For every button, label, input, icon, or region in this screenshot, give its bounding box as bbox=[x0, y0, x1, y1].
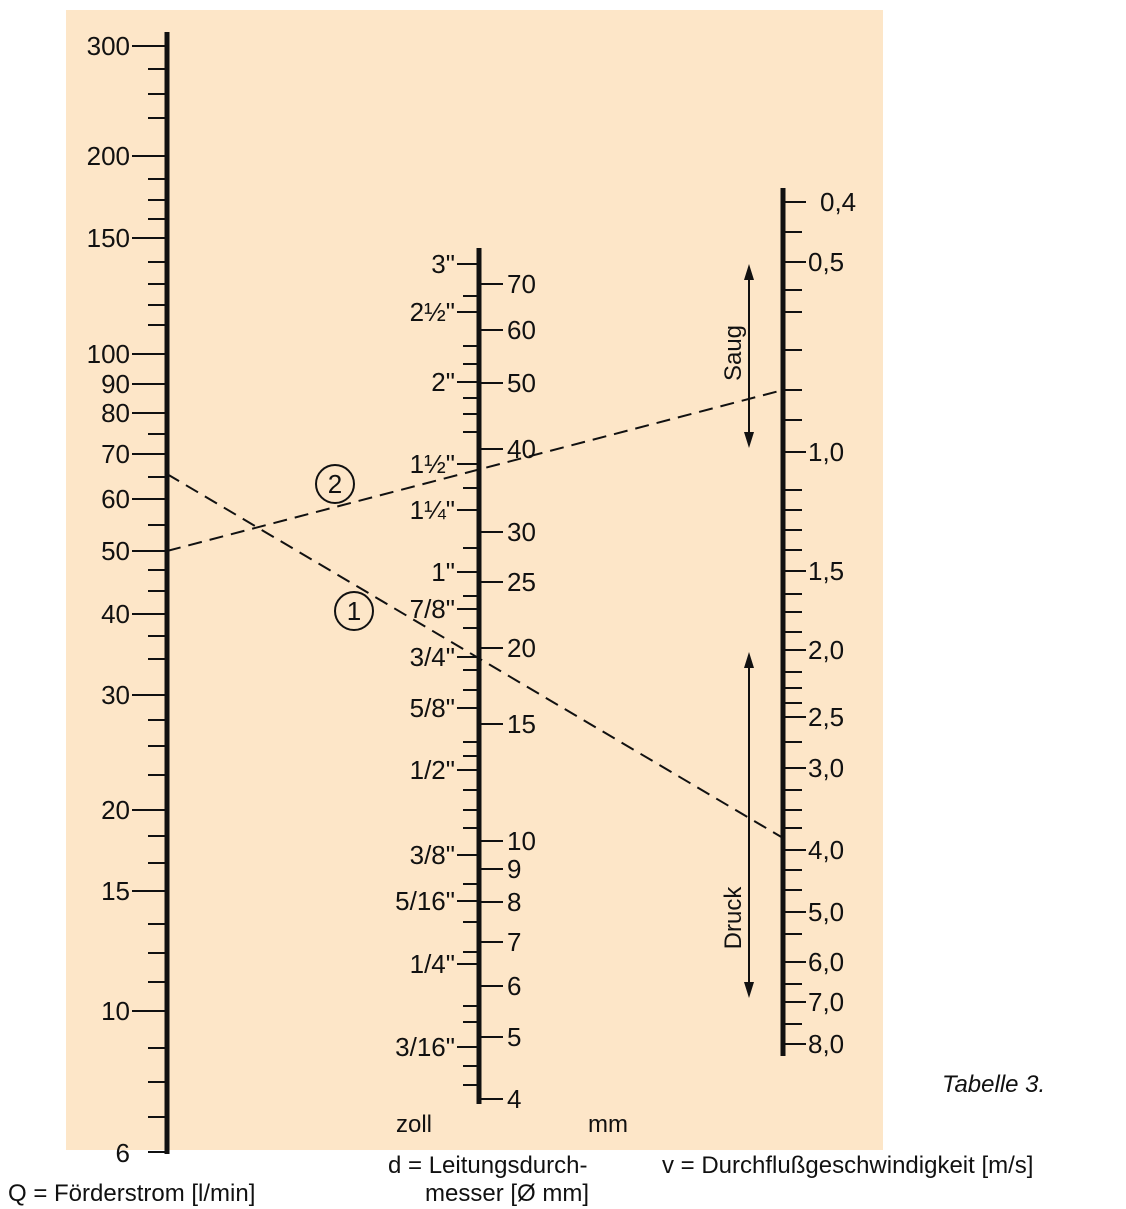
d-mm-unit-label: mm bbox=[588, 1111, 628, 1138]
q-tick-label: 10 bbox=[101, 996, 130, 1026]
q-tick-label: 70 bbox=[101, 439, 130, 469]
q-tick-label: 150 bbox=[87, 223, 130, 253]
d-inch-label: 5/8" bbox=[410, 693, 455, 723]
d-inch-label: 1¼" bbox=[410, 495, 455, 525]
v-tick-label: 4,0 bbox=[808, 835, 844, 865]
d-mm-label: 60 bbox=[507, 315, 536, 345]
nomogram-background bbox=[66, 10, 883, 1150]
v-tick-label: 1,0 bbox=[808, 437, 844, 467]
d-mm-label: 30 bbox=[507, 517, 536, 547]
d-mm-label: 25 bbox=[507, 567, 536, 597]
q-tick-label: 50 bbox=[101, 536, 130, 566]
d-mm-label: 10 bbox=[507, 826, 536, 856]
d-mm-label: 7 bbox=[507, 927, 521, 957]
v-tick-label: 0,5 bbox=[808, 247, 844, 277]
table-caption: Tabelle 3. bbox=[942, 1071, 1045, 1098]
d-inch-label: 1/2" bbox=[410, 755, 455, 785]
v-tick-label: 1,5 bbox=[808, 556, 844, 586]
d-inch-label: 7/8" bbox=[410, 594, 455, 624]
d-mm-label: 70 bbox=[507, 269, 536, 299]
d-inch-label: 2½" bbox=[410, 297, 455, 327]
d-inch-label: 1" bbox=[431, 557, 455, 587]
d-inch-label: 2" bbox=[431, 367, 455, 397]
d-zoll-unit-label: zoll bbox=[396, 1111, 432, 1138]
d-mm-label: 50 bbox=[507, 368, 536, 398]
v-tick-label: 6,0 bbox=[808, 947, 844, 977]
d-inch-label: 5/16" bbox=[395, 886, 455, 916]
q-tick-label: 40 bbox=[101, 599, 130, 629]
d-mm-label: 5 bbox=[507, 1022, 521, 1052]
v-tick-label: 2,5 bbox=[808, 702, 844, 732]
v-axis-title: v = Durchflußgeschwindigkeit [m/s] bbox=[662, 1152, 1033, 1179]
d-inch-label: 1/4" bbox=[410, 949, 455, 979]
v-tick-label: 2,0 bbox=[808, 635, 844, 665]
d-mm-label: 4 bbox=[507, 1084, 521, 1114]
v-tick-label: 0,4 bbox=[820, 187, 856, 217]
q-tick-label: 6 bbox=[116, 1138, 130, 1168]
q-tick-label: 15 bbox=[101, 876, 130, 906]
d-axis-title-line1: d = Leitungsdurch- bbox=[388, 1152, 587, 1179]
q-axis-title: Q = Förderstrom [l/min] bbox=[8, 1180, 255, 1207]
druck-label: Druck bbox=[720, 886, 747, 950]
d-mm-label: 6 bbox=[507, 971, 521, 1001]
d-mm-label: 40 bbox=[507, 434, 536, 464]
d-mm-label: 20 bbox=[507, 633, 536, 663]
v-tick-label: 5,0 bbox=[808, 897, 844, 927]
q-tick-label: 100 bbox=[87, 339, 130, 369]
q-tick-label: 60 bbox=[101, 484, 130, 514]
q-tick-label: 20 bbox=[101, 795, 130, 825]
q-tick-label: 90 bbox=[101, 369, 130, 399]
v-tick-label: 8,0 bbox=[808, 1029, 844, 1059]
d-inch-label: 3/16" bbox=[395, 1032, 455, 1062]
saug-label: Saug bbox=[720, 325, 747, 381]
d-mm-label: 8 bbox=[507, 887, 521, 917]
marker-2-label: 2 bbox=[328, 469, 342, 499]
q-tick-label: 200 bbox=[87, 141, 130, 171]
q-tick-label: 30 bbox=[101, 680, 130, 710]
v-tick-label: 3,0 bbox=[808, 753, 844, 783]
q-tick-label: 300 bbox=[87, 31, 130, 61]
d-inch-label: 3/8" bbox=[410, 840, 455, 870]
marker-1-label: 1 bbox=[347, 596, 361, 626]
v-tick-label: 7,0 bbox=[808, 987, 844, 1017]
d-mm-label: 15 bbox=[507, 709, 536, 739]
d-inch-label: 3" bbox=[431, 249, 455, 279]
q-tick-label: 80 bbox=[101, 398, 130, 428]
d-axis-title-line2: messer [Ø mm] bbox=[425, 1180, 589, 1207]
d-mm-label: 9 bbox=[507, 854, 521, 884]
d-inch-label: 1½" bbox=[410, 449, 455, 479]
d-inch-label: 3/4" bbox=[410, 642, 455, 672]
